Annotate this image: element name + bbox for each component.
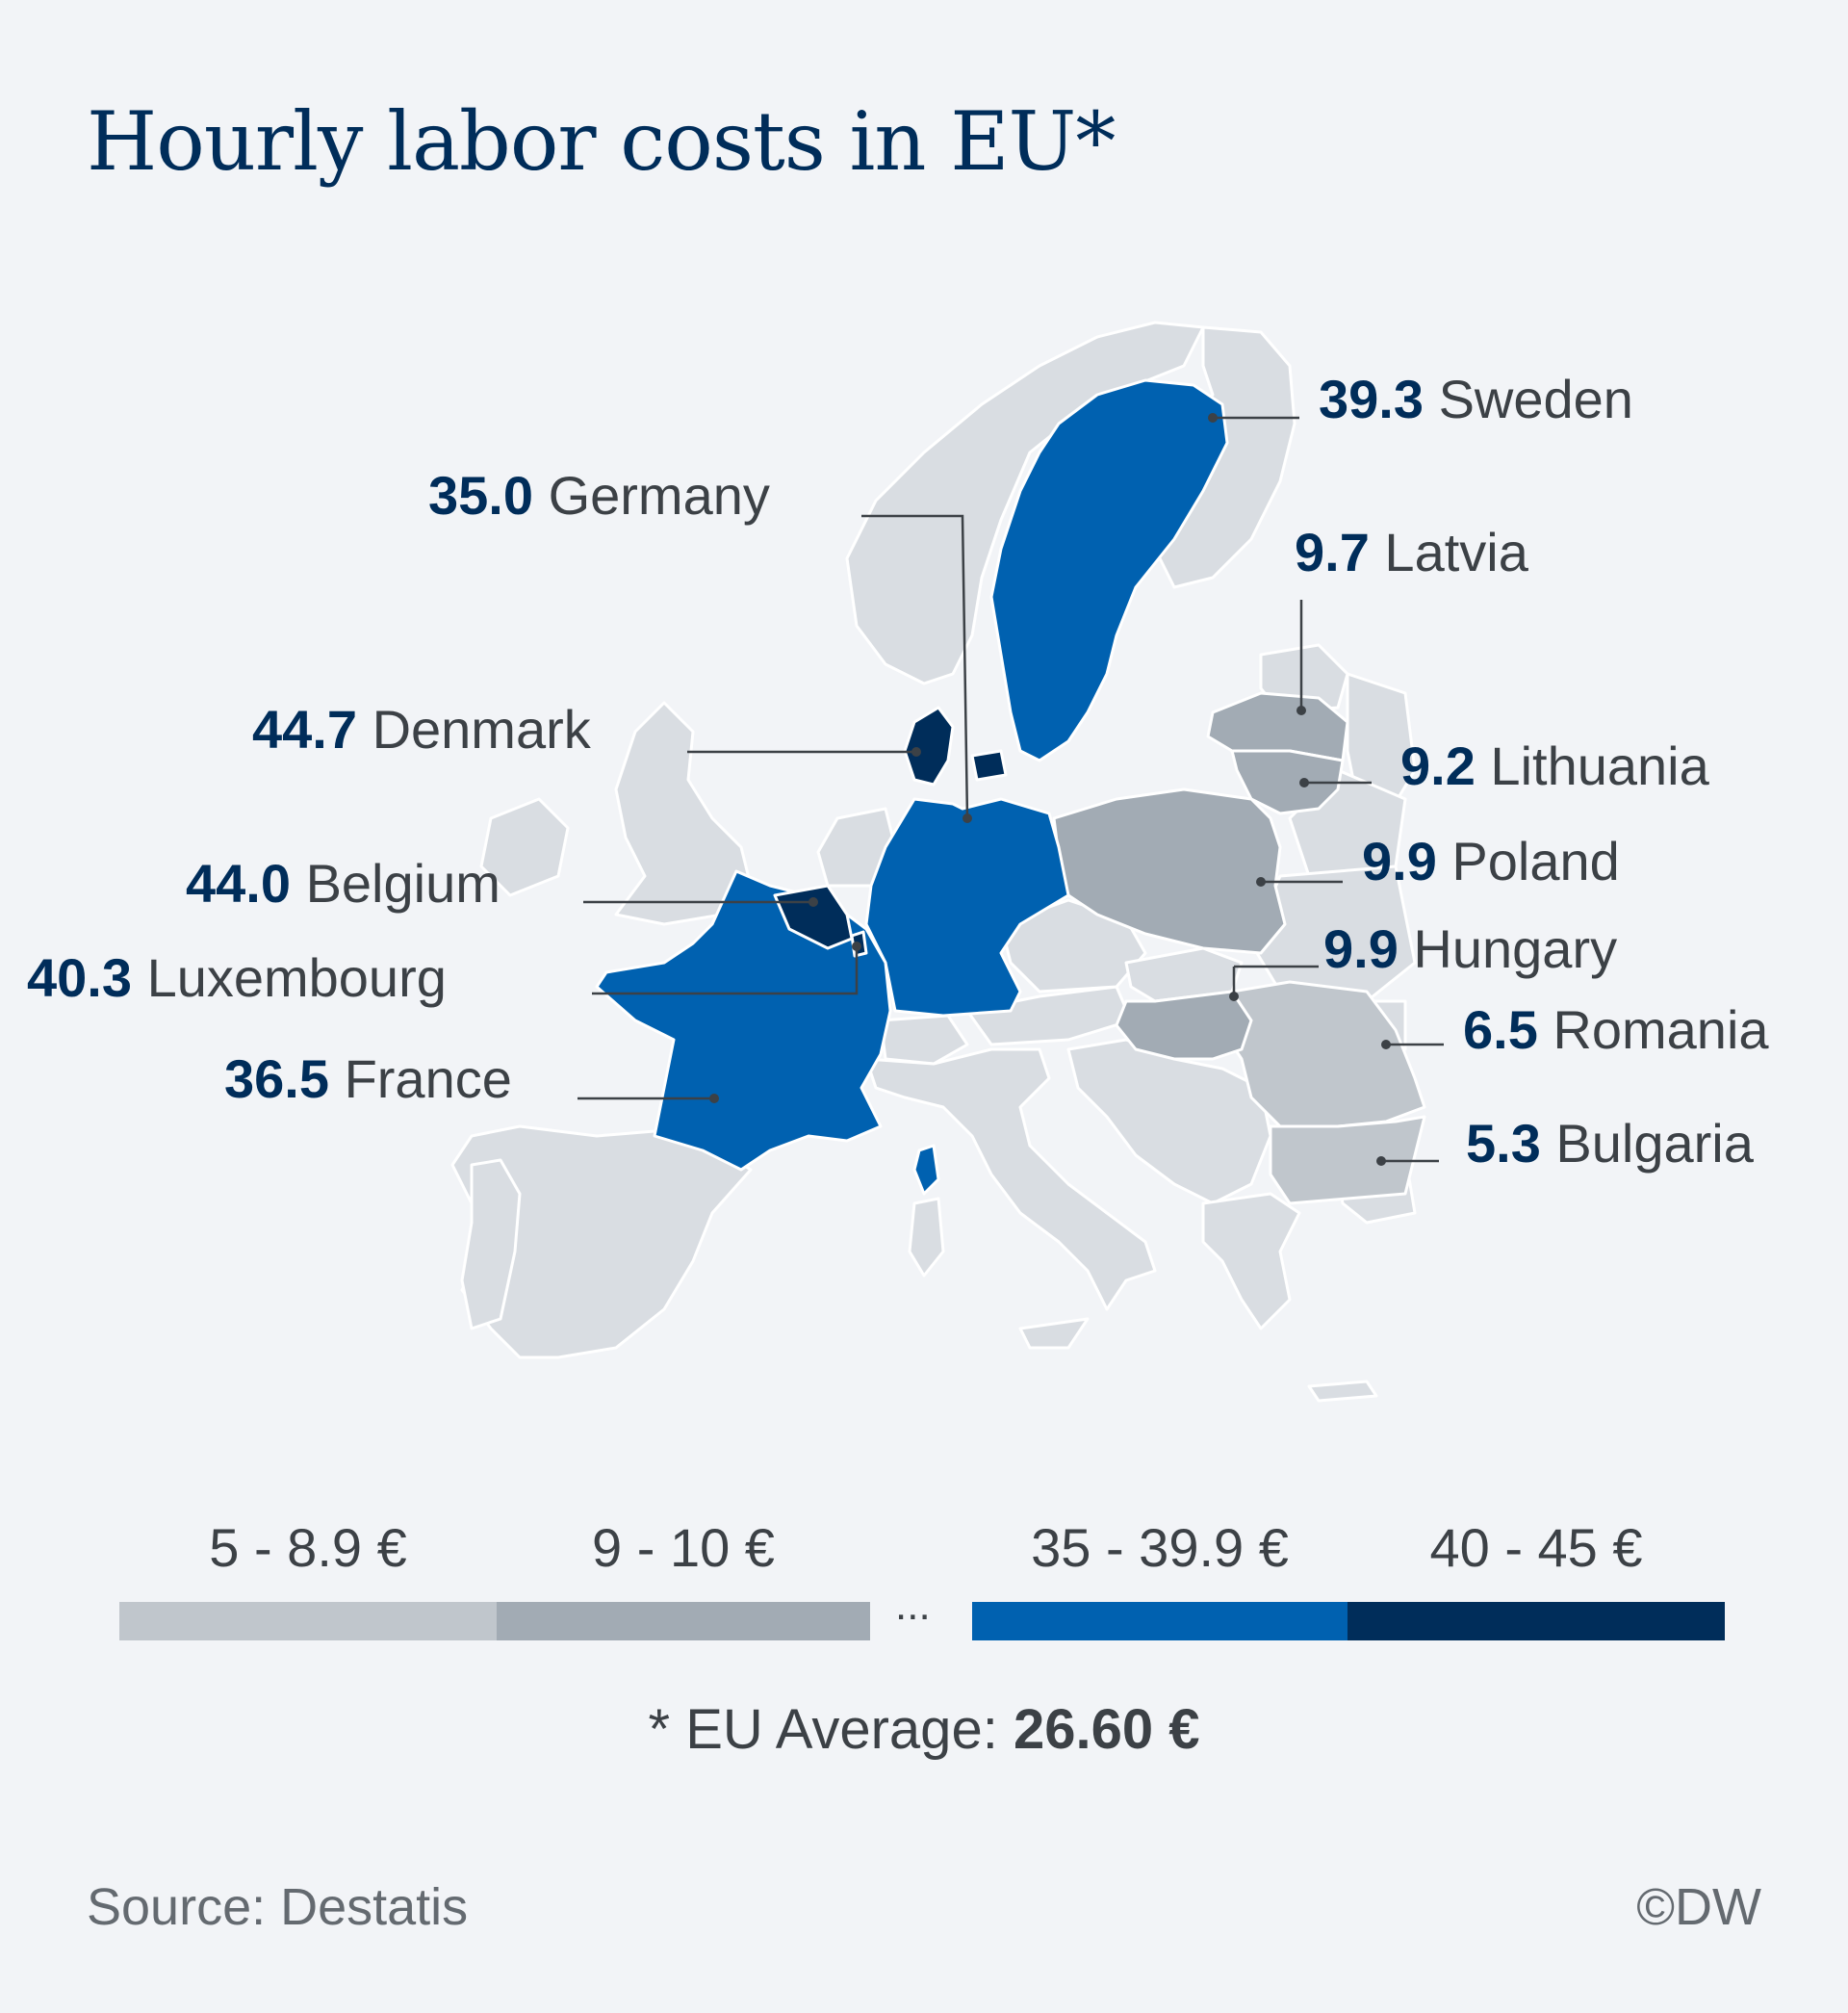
country-crete: [1307, 1380, 1378, 1403]
dot-denmark: [911, 747, 921, 757]
country-corsica: [912, 1144, 940, 1196]
label-belgium: 44.0 Belgium: [186, 853, 500, 914]
label-denmark: 44.7 Denmark: [252, 699, 591, 760]
country-germany: [864, 797, 1070, 1018]
country-hungary: [1115, 990, 1253, 1061]
source-credit: Source: Destatis: [87, 1878, 469, 1936]
eu-average-footnote: * EU Average: 26.60 €: [648, 1698, 1200, 1761]
legend-swatch-tier4: [1348, 1602, 1725, 1640]
label-poland: 9.9 Poland: [1362, 831, 1620, 891]
dot-luxembourg: [852, 942, 861, 951]
dot-romania: [1381, 1040, 1391, 1049]
country-sicily: [1018, 1317, 1090, 1350]
dot-sweden: [1208, 413, 1218, 423]
country-balkans: [1066, 1038, 1272, 1205]
country-ireland: [479, 797, 570, 897]
country-poland: [1052, 787, 1287, 955]
legend-swatch-tier1: [119, 1602, 497, 1640]
country-portugal: [460, 1158, 522, 1330]
label-luxembourg: 40.3 Luxembourg: [27, 947, 447, 1008]
europe-map: [450, 321, 1444, 1403]
dot-hungary: [1229, 992, 1239, 1001]
label-hungary: 9.9 Hungary: [1323, 918, 1618, 979]
label-france: 36.5 France: [224, 1048, 512, 1109]
country-france: [595, 869, 892, 1172]
legend-label-tier1: 5 - 8.9 €: [209, 1517, 407, 1578]
country-sardinia: [908, 1197, 945, 1277]
dot-lithuania: [1299, 778, 1309, 787]
country-sweden: [989, 378, 1229, 762]
country-denmark-islands: [970, 749, 1008, 782]
legend-label-tier2: 9 - 10 €: [592, 1517, 775, 1578]
label-germany: 35.0 Germany: [428, 465, 770, 526]
dot-poland: [1256, 877, 1266, 887]
label-bulgaria: 5.3 Bulgaria: [1466, 1113, 1754, 1174]
legend-swatch-tier2: [497, 1602, 870, 1640]
dot-germany: [962, 813, 972, 823]
label-lithuania: 9.2 Lithuania: [1400, 736, 1709, 796]
dot-latvia: [1296, 706, 1306, 715]
label-romania: 6.5 Romania: [1463, 999, 1769, 1060]
eu-average-value: 26.60 €: [1013, 1698, 1200, 1761]
country-lithuania: [1230, 749, 1345, 815]
country-greece: [1201, 1192, 1301, 1330]
legend-label-tier3: 35 - 39.9 €: [1031, 1517, 1289, 1578]
label-latvia: 9.7 Latvia: [1295, 522, 1528, 582]
label-sweden: 39.3 Sweden: [1319, 369, 1633, 429]
country-bulgaria: [1269, 1115, 1426, 1205]
legend-label-tier4: 40 - 45 €: [1429, 1517, 1643, 1578]
country-denmark: [903, 706, 955, 787]
copyright: ©DW: [1636, 1878, 1761, 1936]
map-title: Hourly labor costs in EU*: [87, 94, 1116, 189]
country-switzerland: [879, 1014, 969, 1066]
legend-gap-marker: ...: [895, 1582, 931, 1629]
country-italy: [864, 1047, 1157, 1311]
dot-bulgaria: [1376, 1156, 1386, 1166]
dot-france: [709, 1094, 719, 1103]
dot-belgium: [808, 897, 818, 907]
legend-swatch-tier3: [972, 1602, 1348, 1640]
leader-germany: [861, 514, 969, 819]
leader-luxembourg: [592, 946, 859, 995]
